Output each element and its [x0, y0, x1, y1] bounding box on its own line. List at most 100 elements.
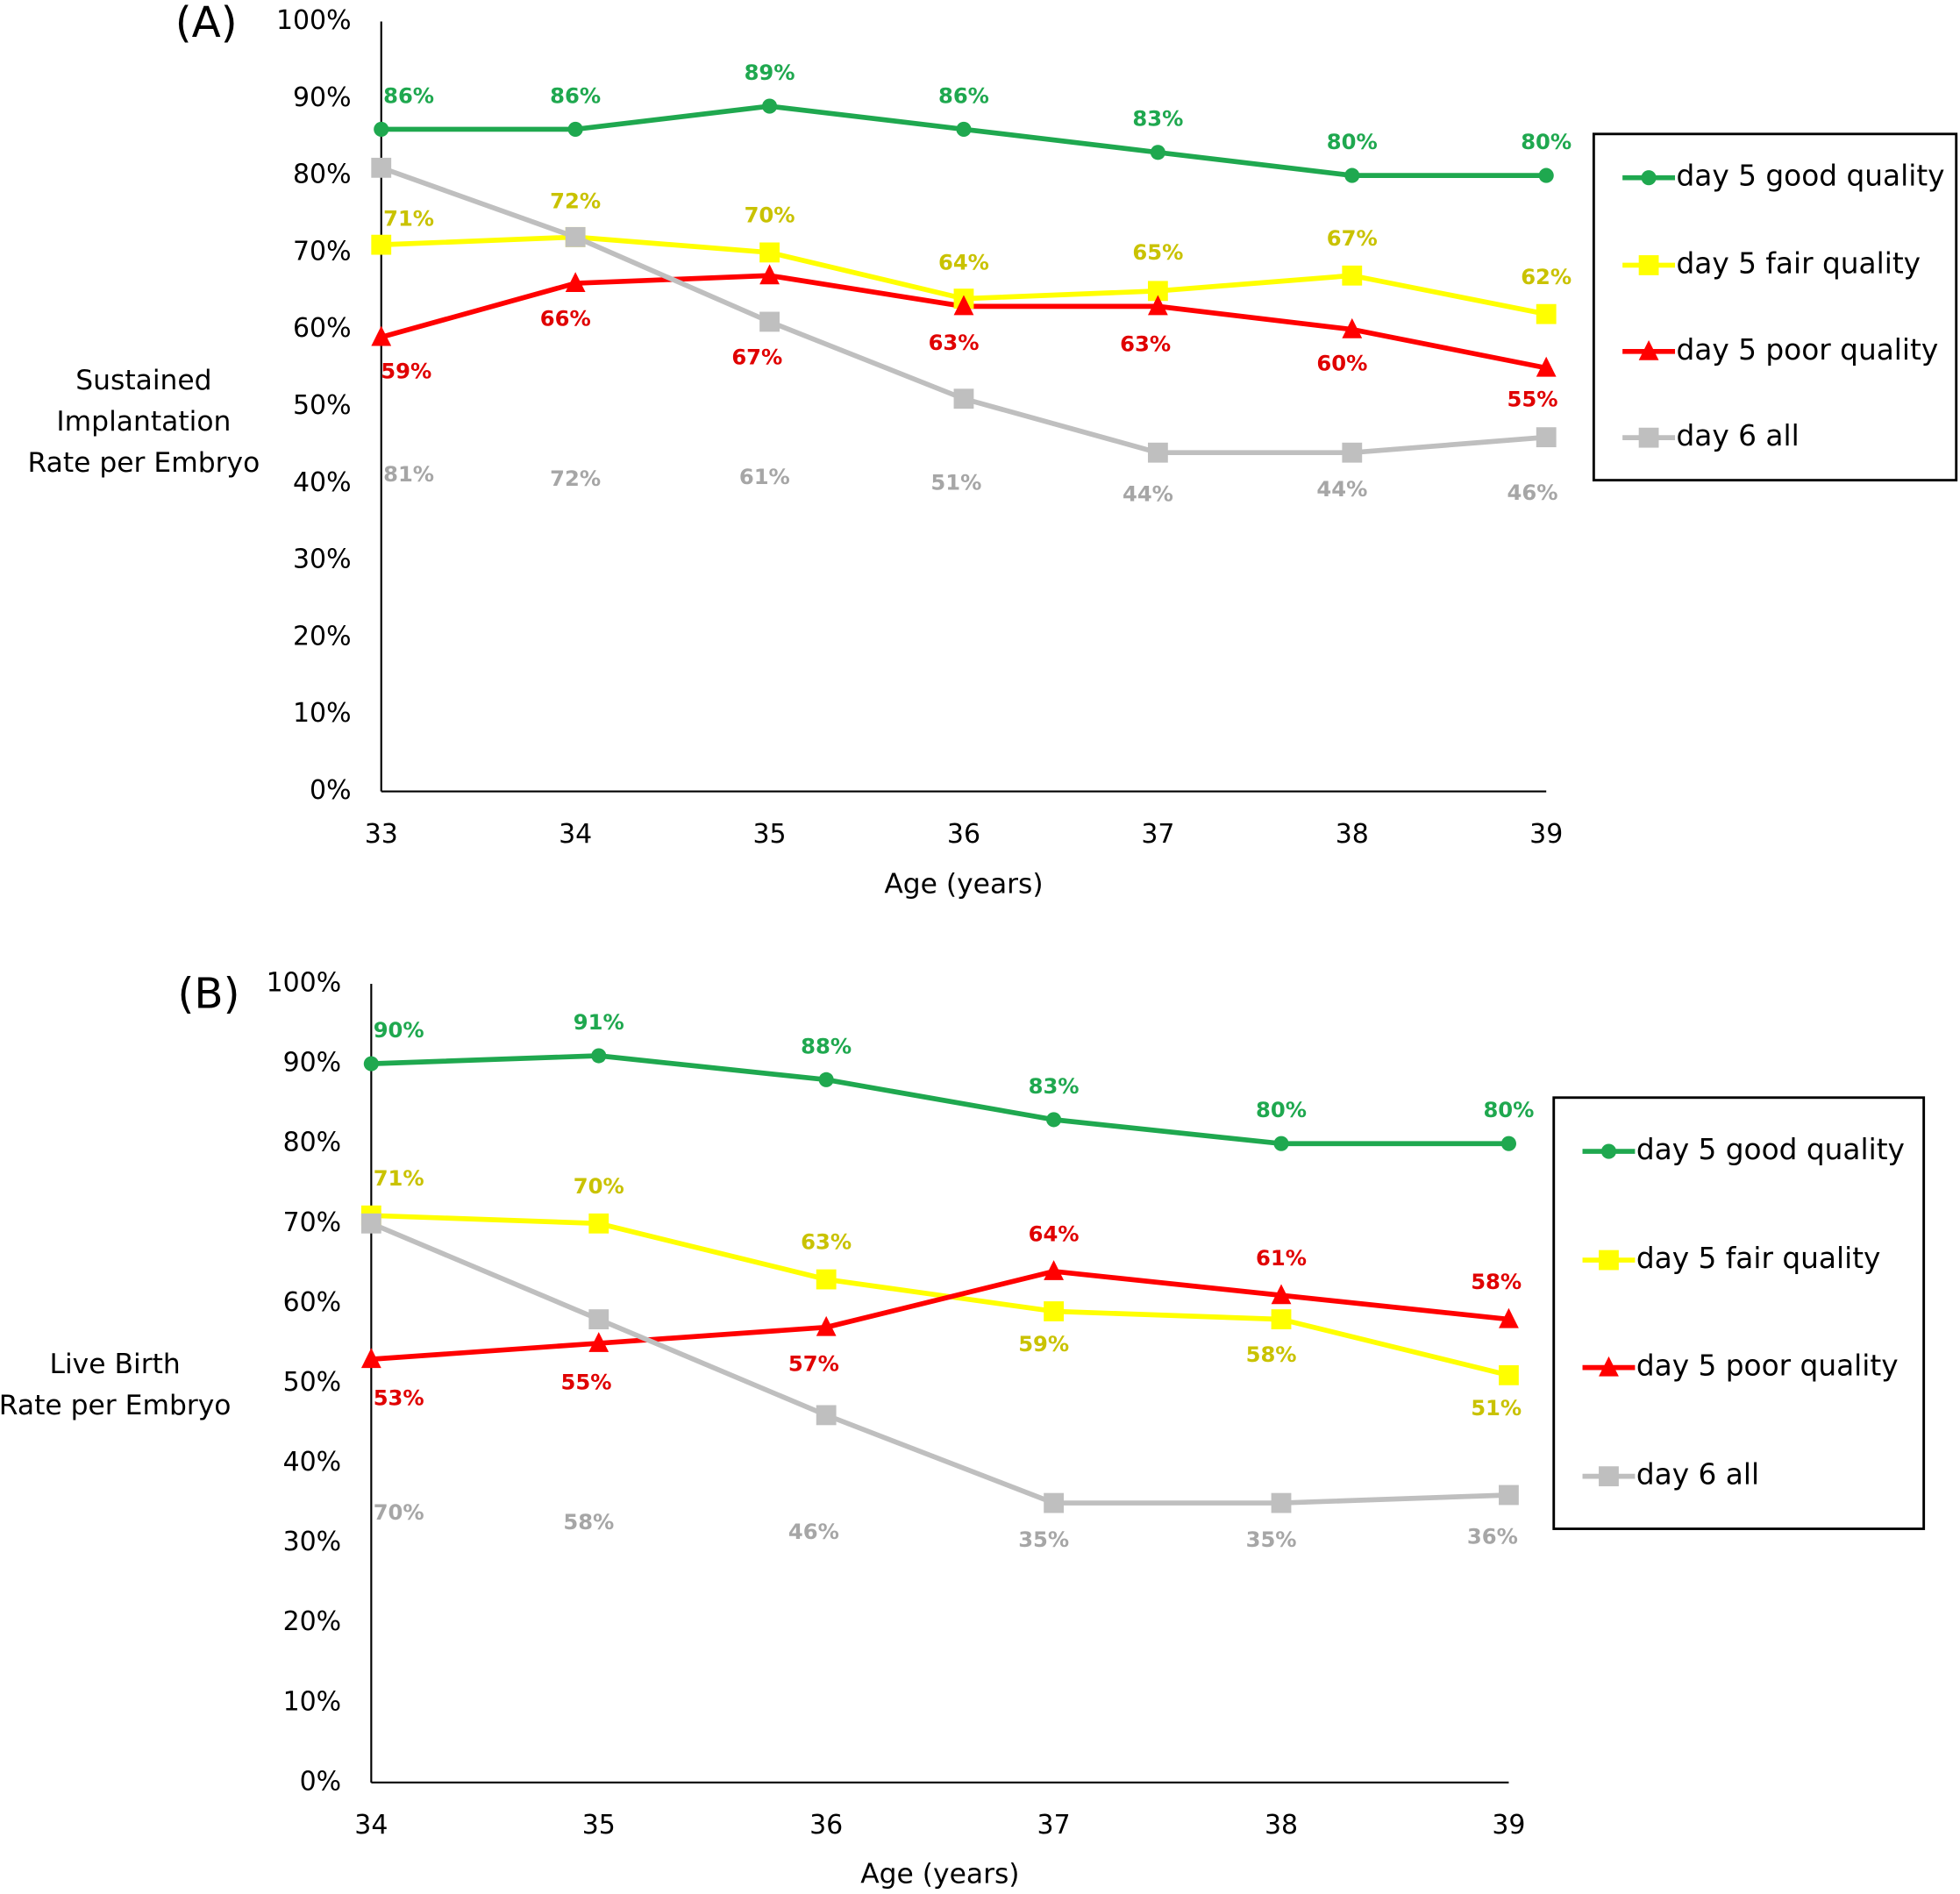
data-label: 86% [383, 83, 434, 108]
marker [1044, 1260, 1065, 1280]
marker [588, 1213, 609, 1234]
data-label: 64% [1029, 1222, 1080, 1247]
marker [1499, 1364, 1519, 1385]
series-line [371, 1053, 1509, 1147]
marker [1499, 1307, 1519, 1328]
legend-marker [1600, 1143, 1617, 1159]
y-tick-label: 10% [293, 698, 352, 729]
marker [1271, 1309, 1292, 1329]
marker [591, 1048, 607, 1064]
data-label: 70% [374, 1500, 424, 1525]
y-tick-label: 40% [283, 1447, 342, 1477]
y-tick-label: 50% [283, 1367, 342, 1398]
marker [360, 1213, 381, 1234]
y-tick-label: 80% [293, 160, 352, 190]
legend-label: day 5 fair quality [1676, 246, 1921, 280]
data-label: 80% [1483, 1098, 1534, 1122]
y-tick-label: 20% [283, 1606, 342, 1637]
marker [1044, 1492, 1065, 1513]
data-label: 90% [374, 1018, 424, 1043]
legend-marker [1638, 339, 1659, 360]
y-tick-label: 0% [310, 775, 351, 806]
marker [588, 1309, 609, 1329]
data-label: 44% [1123, 482, 1173, 507]
data-label: 70% [745, 203, 795, 228]
series-line [370, 1221, 1509, 1506]
x-axis-label: Age (years) [860, 1858, 1019, 1890]
legend-marker [1599, 1466, 1619, 1487]
data-label: 58% [1246, 1342, 1297, 1367]
y-tick-label: 90% [283, 1048, 342, 1079]
legend-label: day 5 good quality [1676, 160, 1944, 193]
data-label: 91% [574, 1010, 624, 1035]
legend-marker [1638, 427, 1659, 448]
data-label: 86% [550, 83, 601, 108]
data-label: 64% [938, 251, 989, 275]
marker [759, 264, 780, 285]
legend-label: day 5 good quality [1636, 1133, 1905, 1166]
y-axis-label: Rate per Embryo [28, 447, 260, 479]
marker [1536, 427, 1557, 448]
marker [567, 121, 583, 137]
data-label: 66% [540, 306, 591, 331]
data-label: 71% [383, 207, 434, 231]
x-tick-label: 37 [1141, 819, 1174, 850]
y-tick-label: 0% [300, 1766, 341, 1797]
y-tick-label: 30% [293, 545, 352, 575]
y-axis-label: Sustained [75, 365, 211, 396]
legend-marker [1599, 1356, 1619, 1377]
legend-marker [1599, 1250, 1619, 1271]
data-label: 35% [1246, 1527, 1297, 1552]
x-axis-label: Age (years) [884, 868, 1043, 900]
y-tick-label: 60% [283, 1287, 342, 1318]
legend-label: day 6 all [1636, 1458, 1759, 1492]
series-line [371, 1213, 1510, 1378]
marker [1271, 1492, 1292, 1513]
marker [1342, 442, 1363, 463]
data-label: 80% [1327, 130, 1378, 154]
x-tick-label: 38 [1336, 819, 1369, 850]
panel-label: (A) [175, 0, 238, 47]
y-tick-label: 20% [293, 621, 352, 652]
marker [956, 121, 972, 137]
marker [1046, 1112, 1062, 1128]
marker [374, 121, 389, 137]
data-label: 83% [1132, 107, 1183, 132]
marker [1150, 145, 1165, 160]
legend-marker [1641, 170, 1657, 186]
x-tick-label: 36 [809, 1810, 843, 1841]
marker [371, 325, 392, 346]
data-label: 89% [745, 61, 795, 85]
y-tick-label: 100% [267, 968, 342, 999]
x-tick-label: 35 [582, 1810, 616, 1841]
panel-label: (B) [178, 969, 240, 1018]
marker [565, 226, 586, 247]
data-label: 72% [550, 189, 601, 213]
marker [363, 1056, 379, 1072]
data-label: 63% [929, 331, 980, 355]
data-label: 58% [563, 1510, 614, 1534]
x-tick-label: 35 [753, 819, 787, 850]
marker [1538, 167, 1554, 183]
y-tick-label: 70% [283, 1207, 342, 1238]
marker [371, 234, 392, 255]
data-label: 44% [1316, 477, 1367, 502]
data-label: 80% [1256, 1098, 1307, 1122]
marker [1271, 1284, 1292, 1305]
data-label: 46% [1507, 481, 1558, 505]
marker [1536, 356, 1557, 377]
data-label: 53% [374, 1386, 424, 1411]
marker [371, 157, 392, 178]
data-label: 51% [1471, 1396, 1522, 1420]
marker [818, 1072, 834, 1087]
x-tick-label: 39 [1529, 819, 1563, 850]
marker [360, 1348, 381, 1369]
data-label: 71% [374, 1166, 424, 1191]
marker [816, 1405, 837, 1426]
y-tick-label: 80% [283, 1128, 342, 1158]
data-label: 67% [1327, 226, 1378, 251]
data-label: 80% [1521, 130, 1572, 154]
data-label: 60% [1316, 352, 1367, 376]
